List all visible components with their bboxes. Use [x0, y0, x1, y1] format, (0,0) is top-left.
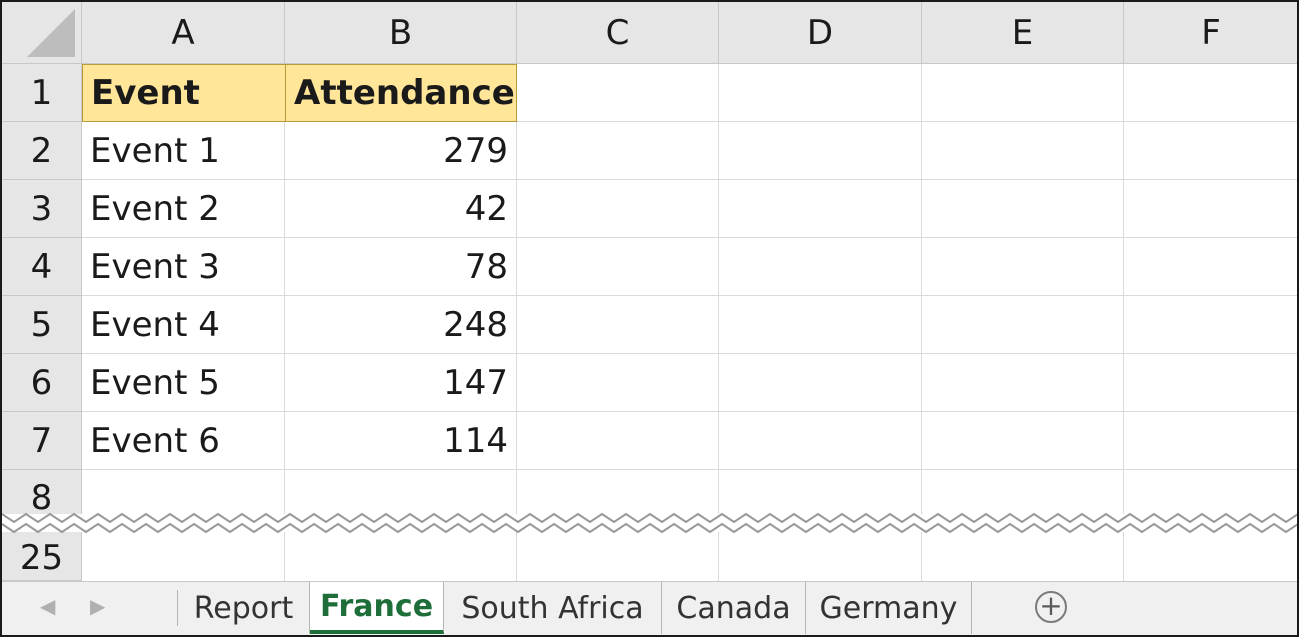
- sheet-tab-bar: ◀ ▶ Report France South Africa Canada Ge…: [2, 581, 1297, 635]
- row-header-25[interactable]: 25: [2, 532, 82, 581]
- cell-c1[interactable]: [517, 64, 719, 122]
- tab-germany[interactable]: Germany: [806, 582, 972, 634]
- column-header-b[interactable]: B: [285, 2, 517, 64]
- column-header-c[interactable]: C: [517, 2, 719, 64]
- cell-e1[interactable]: [922, 64, 1124, 122]
- row-header-1[interactable]: 1: [2, 64, 82, 122]
- tab-canada[interactable]: Canada: [662, 582, 806, 634]
- table-cell-attendance[interactable]: 114: [285, 412, 517, 470]
- column-header-f[interactable]: F: [1124, 2, 1297, 64]
- row-header-6[interactable]: 6: [2, 354, 82, 412]
- cell-d1[interactable]: [719, 64, 922, 122]
- table-cell-event[interactable]: Event 4: [82, 296, 285, 354]
- select-all-button[interactable]: [2, 2, 82, 64]
- row-header-7[interactable]: 7: [2, 412, 82, 470]
- chevron-left-icon[interactable]: ◀: [40, 594, 56, 618]
- select-all-triangle-icon: [27, 9, 75, 57]
- table-cell-attendance[interactable]: 42: [285, 180, 517, 238]
- chevron-right-icon[interactable]: ▶: [90, 594, 106, 618]
- column-header-e[interactable]: E: [922, 2, 1124, 64]
- row-header-3[interactable]: 3: [2, 180, 82, 238]
- row-header-4[interactable]: 4: [2, 238, 82, 296]
- tab-divider: [177, 590, 178, 626]
- table-cell-event[interactable]: Event 5: [82, 354, 285, 412]
- table-cell-attendance[interactable]: 279: [285, 122, 517, 180]
- row-header-8[interactable]: 8: [2, 470, 82, 520]
- column-header-a[interactable]: A: [82, 2, 285, 64]
- cell-f1[interactable]: [1124, 64, 1297, 122]
- table-cell-event[interactable]: Event 6: [82, 412, 285, 470]
- table-header-event[interactable]: Event: [82, 64, 286, 122]
- table-cell-attendance[interactable]: 248: [285, 296, 517, 354]
- table-cell-event[interactable]: Event 1: [82, 122, 285, 180]
- table-cell-attendance[interactable]: 78: [285, 238, 517, 296]
- tab-france[interactable]: France: [310, 582, 444, 634]
- table-cell-event[interactable]: Event 2: [82, 180, 285, 238]
- plus-circle-icon[interactable]: +: [1035, 591, 1067, 623]
- table-header-attendance[interactable]: Attendance: [285, 64, 517, 122]
- row-header-5[interactable]: 5: [2, 296, 82, 354]
- row-break-zigzag: [2, 512, 1297, 534]
- tab-report[interactable]: Report: [178, 582, 310, 634]
- tab-south-africa[interactable]: South Africa: [444, 582, 662, 634]
- table-cell-attendance[interactable]: 147: [285, 354, 517, 412]
- row-header-2[interactable]: 2: [2, 122, 82, 180]
- column-header-d[interactable]: D: [719, 2, 922, 64]
- table-cell-event[interactable]: Event 3: [82, 238, 285, 296]
